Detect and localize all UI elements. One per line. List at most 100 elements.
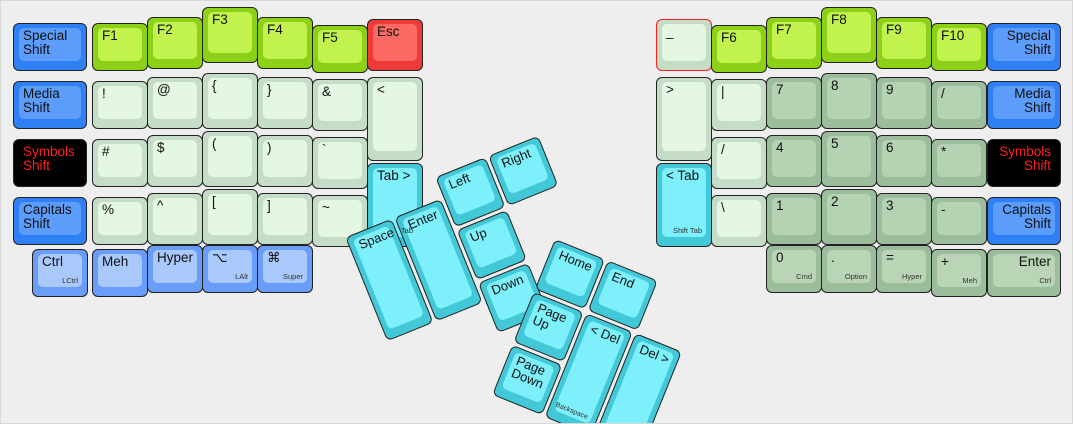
keycap-face xyxy=(882,198,926,235)
key-f9[interactable]: F9 xyxy=(876,17,932,69)
key-key[interactable]: } xyxy=(257,77,313,129)
key-enter[interactable]: Enter Ctrl xyxy=(987,249,1061,297)
keycap-face xyxy=(19,28,81,61)
keycap-face xyxy=(717,84,761,121)
key-f10[interactable]: F10 xyxy=(931,23,987,71)
keycap-face xyxy=(98,28,142,61)
keycap-face xyxy=(373,24,417,61)
key-f6[interactable]: F6 xyxy=(711,25,767,73)
key-ctrl[interactable]: Ctrl LCtrl xyxy=(32,249,88,297)
keycap-face xyxy=(98,202,142,235)
keycap-face xyxy=(19,144,81,177)
keycap-face xyxy=(662,168,706,237)
keycap-face xyxy=(662,24,706,61)
key-f3[interactable]: F3 xyxy=(202,7,258,63)
keycap-face xyxy=(937,254,981,287)
key-key[interactable]: ⌘ Super xyxy=(257,245,313,293)
key-key[interactable]: * xyxy=(931,139,987,187)
keycap-face xyxy=(937,28,981,61)
key-tab[interactable]: < Tab Shift Tab xyxy=(656,163,712,247)
keycap-face xyxy=(937,202,981,235)
key-5[interactable]: 5 xyxy=(821,131,877,187)
key-key[interactable]: / xyxy=(931,81,987,129)
key-key[interactable]: | xyxy=(711,79,767,131)
keycap-face xyxy=(937,144,981,177)
key-hyper[interactable]: Hyper xyxy=(147,245,203,293)
keycap-face xyxy=(827,250,871,283)
key-key[interactable]: > xyxy=(656,77,712,161)
key-f5[interactable]: F5 xyxy=(312,25,368,73)
key-f4[interactable]: F4 xyxy=(257,17,313,69)
key-key[interactable]: ! xyxy=(92,81,148,129)
key-4[interactable]: 4 xyxy=(766,135,822,187)
key-key[interactable]: % xyxy=(92,197,148,245)
key-key[interactable]: ⌥ LAlt xyxy=(202,245,258,293)
key-9[interactable]: 9 xyxy=(876,77,932,129)
key-key[interactable]: ( xyxy=(202,131,258,187)
key-key[interactable]: { xyxy=(202,73,258,129)
key-1[interactable]: 1 xyxy=(766,193,822,245)
key-key[interactable]: [ xyxy=(202,189,258,245)
key-key[interactable]: = Hyper xyxy=(876,245,932,293)
key-key[interactable]: # xyxy=(92,139,148,187)
key-media-shift[interactable]: Media Shift xyxy=(13,81,87,129)
keycap-face xyxy=(717,142,761,179)
keycap-face xyxy=(318,84,362,121)
key-key[interactable]: $ xyxy=(147,135,203,187)
keycap-face xyxy=(827,78,871,119)
key-capitals-shift[interactable]: Capitals Shift xyxy=(13,197,87,245)
keycap-face xyxy=(882,140,926,177)
key-key[interactable]: < xyxy=(367,77,423,161)
keycap-face xyxy=(98,254,142,287)
keycap-face xyxy=(544,245,598,298)
keycap-face xyxy=(208,78,252,119)
key-key[interactable]: ` xyxy=(312,137,368,189)
keycap-face xyxy=(501,351,555,404)
key-6[interactable]: 6 xyxy=(876,135,932,187)
key-key[interactable]: - xyxy=(931,197,987,245)
key-key[interactable]: ) xyxy=(257,135,313,187)
keycap-face xyxy=(373,82,417,151)
key-meh[interactable]: Meh xyxy=(92,249,148,297)
key-2[interactable]: 2 xyxy=(821,189,877,245)
key-f8[interactable]: F8 xyxy=(821,7,877,63)
key-f7[interactable]: F7 xyxy=(766,17,822,69)
keycap-face xyxy=(464,216,518,269)
key-key[interactable]: & xyxy=(312,79,368,131)
key-key[interactable]: \ xyxy=(711,195,767,247)
keycap-face xyxy=(596,267,651,320)
key-symbols-shift[interactable]: Symbols Shift xyxy=(987,139,1061,187)
key-special-shift[interactable]: Special Shift xyxy=(987,23,1061,71)
key-key[interactable]: . Option xyxy=(821,245,877,293)
key-symbols-shift[interactable]: Symbols Shift xyxy=(13,139,87,187)
keycap-face xyxy=(318,200,362,237)
keycap-face xyxy=(153,22,197,59)
key-capitals-shift[interactable]: Capitals Shift xyxy=(987,197,1061,245)
key-0[interactable]: 0 Cmd xyxy=(766,245,822,293)
key-f2[interactable]: F2 xyxy=(147,17,203,69)
keycap-face xyxy=(827,194,871,235)
keycap-face xyxy=(882,250,926,283)
key-key[interactable]: + Meh xyxy=(931,249,987,297)
key-7[interactable]: 7 xyxy=(766,77,822,129)
keycap-face xyxy=(153,250,197,283)
keycap-face xyxy=(495,142,550,195)
key-f1[interactable]: F1 xyxy=(92,23,148,71)
key-media-shift[interactable]: Media Shift xyxy=(987,81,1061,129)
keycap-face xyxy=(993,202,1055,235)
key-key[interactable]: ^ xyxy=(147,193,203,245)
key-8[interactable]: 8 xyxy=(821,73,877,129)
keycap-face xyxy=(208,194,252,235)
key-key[interactable]: _ xyxy=(656,19,712,71)
keycap-face xyxy=(19,202,81,235)
key-3[interactable]: 3 xyxy=(876,193,932,245)
keycap-face xyxy=(772,250,816,283)
keycap-face xyxy=(263,198,307,235)
key-special-shift[interactable]: Special Shift xyxy=(13,23,87,71)
key-key[interactable]: ] xyxy=(257,193,313,245)
keycap-face xyxy=(318,142,362,179)
key-key[interactable]: / xyxy=(711,137,767,189)
key-key[interactable]: @ xyxy=(147,77,203,129)
key-esc[interactable]: Esc xyxy=(367,19,423,71)
